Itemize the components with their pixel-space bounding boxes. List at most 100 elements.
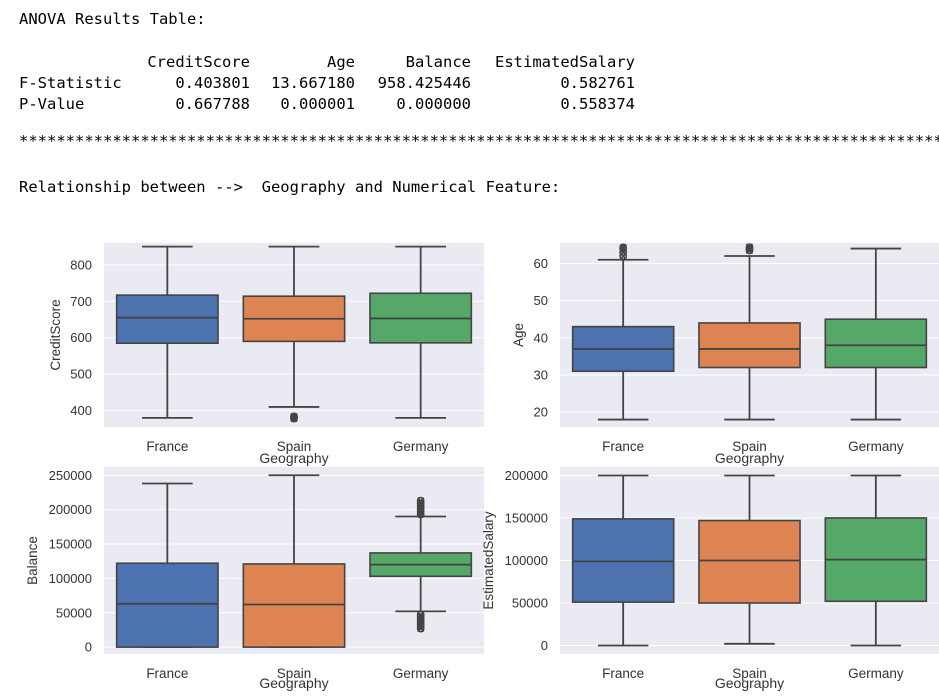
anova-row-fstat: F-Statistic 0.403801 13.667180 958.42544… — [19, 72, 635, 93]
plot-background — [560, 243, 939, 427]
outlier-point — [619, 244, 628, 253]
x-axis-label: Geography — [715, 450, 784, 466]
x-axis-label: Geography — [259, 675, 328, 691]
outlier-marker — [417, 622, 425, 631]
anova-cell: 0.000000 — [396, 94, 471, 113]
anova-col-header: Age — [327, 52, 355, 71]
outlier-point — [416, 505, 425, 513]
anova-col-header: CreditScore — [147, 52, 250, 71]
outlier-point — [416, 510, 425, 519]
outlier-marker — [619, 252, 627, 260]
x-tick-label: France — [146, 666, 188, 681]
y-tick-label: 150000 — [505, 511, 548, 526]
x-tick-label: France — [146, 439, 188, 454]
outlier-marker — [417, 505, 425, 513]
y-tick-label: 50 — [534, 293, 548, 308]
x-tick-label: France — [602, 439, 644, 454]
y-tick-label: 250000 — [49, 468, 92, 483]
box-body — [242, 563, 346, 648]
boxplot-creditscore: 400 500 600 700 800 France Spain Germany Geograp… — [48, 243, 484, 466]
x-tick-label: Spain — [277, 439, 312, 454]
y-tick-label: 400 — [70, 403, 92, 418]
anova-cell: 13.667180 — [271, 73, 355, 92]
box-spain — [698, 243, 801, 421]
outlier-point — [619, 248, 628, 257]
x-tick-label: Germany — [393, 666, 449, 681]
outlier-point — [416, 622, 425, 631]
box-spain — [698, 474, 801, 645]
outlier-marker — [619, 248, 627, 256]
outlier-marker — [417, 611, 425, 619]
outlier-point — [745, 244, 754, 253]
relationship-heading: Relationship between --> Geography and N… — [19, 178, 561, 196]
outlier-marker — [745, 243, 754, 251]
y-tick-label: 100000 — [505, 553, 548, 568]
outlier-point — [290, 414, 298, 423]
outlier-marker — [417, 510, 425, 519]
y-tick-label: 700 — [70, 294, 92, 309]
x-tick-label: Spain — [732, 439, 767, 454]
outlier-marker — [290, 415, 298, 423]
plot-background — [104, 243, 484, 427]
outlier-marker — [290, 413, 298, 422]
box-france — [571, 243, 675, 421]
outlier-point — [416, 610, 425, 619]
x-axis-label: Geography — [715, 675, 784, 691]
x-tick-label: Spain — [277, 666, 312, 681]
outlier-point — [619, 252, 628, 260]
box-germany — [824, 474, 928, 647]
box-france — [115, 245, 219, 419]
y-tick-label: 50000 — [56, 605, 92, 620]
y-tick-label: 60 — [534, 256, 548, 271]
y-tick-label: 50000 — [512, 596, 548, 611]
outlier-point — [619, 243, 628, 252]
box-body — [698, 519, 801, 604]
boxplot-balance: 0 50000 100000 150000 200000 250000 France Spai… — [25, 467, 484, 691]
anova-cell: 0.403801 — [175, 73, 250, 92]
y-axis-label: Age — [511, 323, 526, 347]
y-axis-label: EstimatedSalary — [481, 511, 496, 610]
x-axis-label: Geography — [259, 450, 328, 466]
outlier-marker — [417, 616, 425, 624]
box-body — [824, 318, 928, 369]
y-tick-label: 800 — [70, 257, 92, 272]
outlier-marker — [417, 497, 425, 505]
outlier-point — [416, 620, 425, 629]
plot-background — [560, 467, 939, 654]
anova-row-label: P-Value — [19, 94, 85, 113]
outlier-marker — [417, 508, 425, 516]
anova-title: ANOVA Results Table: — [19, 10, 206, 28]
outlier-point — [416, 615, 425, 624]
anova-cell: 958.425446 — [377, 73, 471, 92]
y-tick-label: 200000 — [49, 502, 92, 517]
y-tick-label: 150000 — [49, 537, 92, 552]
anova-row-pvalue: P-Value 0.667788 0.000001 0.000000 0.558… — [19, 93, 635, 114]
outlier-point — [290, 412, 298, 421]
outlier-point — [416, 613, 425, 622]
outlier-point — [416, 496, 425, 505]
outlier-point — [745, 243, 754, 251]
outlier-marker — [417, 618, 425, 626]
anova-col-header: EstimatedSalary — [495, 52, 635, 71]
outlier-point — [745, 246, 754, 255]
separator-line: ****************************************… — [19, 132, 939, 150]
plot-background — [104, 467, 484, 654]
outlier-point — [416, 499, 425, 508]
y-axis-label: CreditScore — [48, 299, 63, 370]
box-body — [369, 552, 473, 578]
box-body — [369, 292, 473, 344]
anova-header-row: CreditScore Age Balance EstimatedSalary — [19, 51, 635, 72]
box-body — [115, 562, 219, 648]
anova-table: CreditScore Age Balance EstimatedSalary … — [19, 51, 635, 114]
anova-cell: 0.000001 — [280, 94, 355, 113]
box-body — [115, 294, 219, 344]
box-body — [571, 325, 675, 373]
y-tick-label: 200000 — [505, 468, 548, 483]
outlier-point — [290, 413, 298, 422]
outlier-point — [416, 502, 425, 511]
outlier-marker — [745, 246, 754, 254]
box-body — [571, 518, 675, 603]
box-body — [242, 295, 346, 343]
box-france — [115, 482, 219, 649]
outlier-marker — [619, 243, 627, 252]
